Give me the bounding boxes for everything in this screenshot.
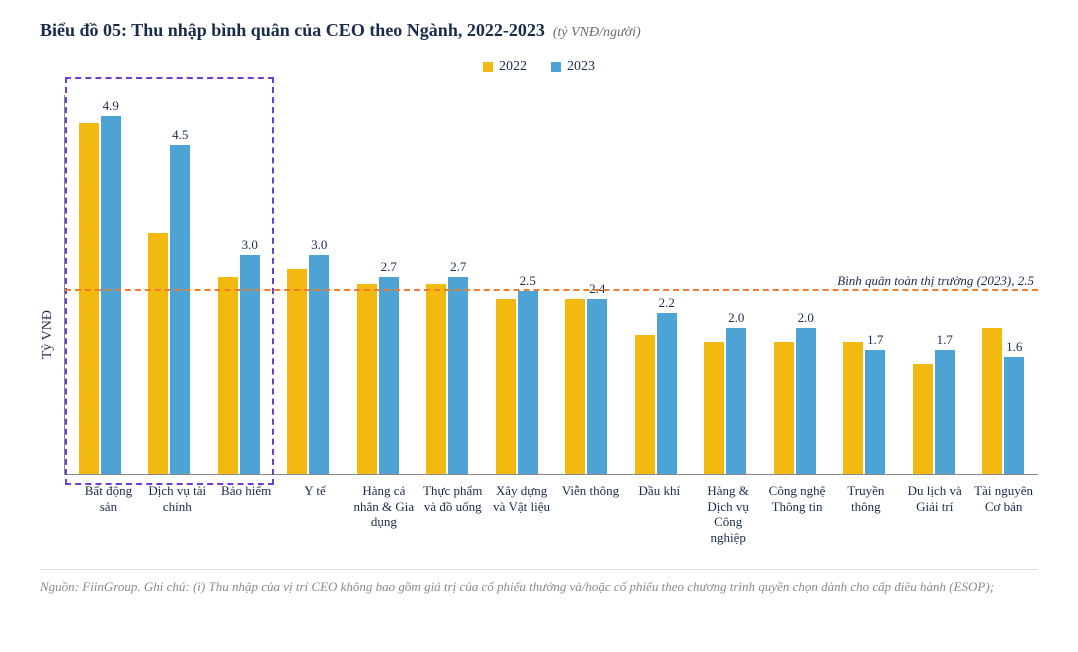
bar-2022 xyxy=(496,299,516,474)
legend: 2022 2023 xyxy=(40,59,1038,75)
bar-value-label: 3.0 xyxy=(242,237,258,253)
legend-label-2022: 2022 xyxy=(499,59,527,75)
bar-2023: 2.2 xyxy=(657,313,677,474)
legend-swatch-2023 xyxy=(551,62,561,72)
bar-2022 xyxy=(913,364,933,474)
avg-line-label: Bình quân toàn thị trường (2023), 2.5 xyxy=(837,273,1034,291)
bar-value-label: 2.7 xyxy=(450,259,466,275)
x-axis-label: Thực phẩm và đồ uống xyxy=(418,475,487,545)
bar-2023: 3.0 xyxy=(309,255,329,474)
bar-2023: 2.0 xyxy=(796,328,816,474)
bar-group: 2.0 xyxy=(691,95,761,474)
x-axis-label: Y tế xyxy=(281,475,350,545)
bar-2022 xyxy=(287,269,307,474)
bar-group: 2.2 xyxy=(621,95,691,474)
bar-value-label: 2.5 xyxy=(520,273,536,289)
bar-2022 xyxy=(79,123,99,474)
plot: Bình quân toàn thị trường (2023), 2.5 4.… xyxy=(64,95,1038,475)
legend-item-2022: 2022 xyxy=(483,59,527,75)
x-axis-label: Công nghệ Thông tin xyxy=(763,475,832,545)
legend-item-2023: 2023 xyxy=(551,59,595,75)
bar-2022 xyxy=(982,328,1002,474)
footnote: Nguồn: FiinGroup. Ghi chú: (i) Thu nhập … xyxy=(40,569,1038,596)
y-axis-label: Tỷ VNĐ xyxy=(40,210,56,359)
bar-2022 xyxy=(704,342,724,474)
bar-value-label: 2.2 xyxy=(659,295,675,311)
bar-group: 3.0 xyxy=(204,95,274,474)
bar-group: 4.5 xyxy=(135,95,205,474)
x-axis-label: Bất động sản xyxy=(74,475,143,545)
bar-2023: 4.9 xyxy=(101,116,121,474)
x-axis-label: Viễn thông xyxy=(556,475,625,545)
avg-line: Bình quân toàn thị trường (2023), 2.5 xyxy=(65,289,1038,291)
bar-value-label: 1.6 xyxy=(1006,339,1022,355)
bar-2022 xyxy=(565,299,585,474)
bar-2023: 3.0 xyxy=(240,255,260,474)
chart-title: Biểu đồ 05: Thu nhập bình quân của CEO t… xyxy=(40,20,545,41)
legend-swatch-2022 xyxy=(483,62,493,72)
bar-2022 xyxy=(357,284,377,474)
bar-2022 xyxy=(774,342,794,474)
bar-value-label: 3.0 xyxy=(311,237,327,253)
bar-2023: 2.0 xyxy=(726,328,746,474)
bar-2023: 2.7 xyxy=(448,277,468,474)
bar-value-label: 2.0 xyxy=(728,310,744,326)
x-axis-label: Du lịch và Giải trí xyxy=(900,475,969,545)
chart-title-unit: (tỷ VNĐ/người) xyxy=(553,25,641,41)
chart-title-row: Biểu đồ 05: Thu nhập bình quân của CEO t… xyxy=(40,20,1038,41)
bar-group: 2.4 xyxy=(552,95,622,474)
bar-2023: 1.6 xyxy=(1004,357,1024,474)
bar-value-label: 4.9 xyxy=(103,98,119,114)
bar-2023: 1.7 xyxy=(865,350,885,474)
bar-value-label: 1.7 xyxy=(937,332,953,348)
bar-group: 2.7 xyxy=(343,95,413,474)
bar-group: 3.0 xyxy=(274,95,344,474)
bar-2023: 2.4 xyxy=(587,299,607,474)
chart-area: Tỷ VNĐ Bình quân toàn thị trường (2023),… xyxy=(40,95,1038,475)
bar-value-label: 2.7 xyxy=(381,259,397,275)
x-axis-label: Dịch vụ tài chính xyxy=(143,475,212,545)
bar-2022 xyxy=(148,233,168,474)
x-axis-label: Dầu khí xyxy=(625,475,694,545)
bar-value-label: 2.0 xyxy=(798,310,814,326)
x-axis-label: Hàng & Dịch vụ Công nghiệp xyxy=(694,475,763,545)
legend-label-2023: 2023 xyxy=(567,59,595,75)
bar-2023: 2.5 xyxy=(518,291,538,474)
bar-group: 2.5 xyxy=(482,95,552,474)
bar-2022 xyxy=(218,277,238,474)
bar-group: 2.0 xyxy=(760,95,830,474)
x-axis-label: Tài nguyên Cơ bản xyxy=(969,475,1038,545)
x-axis-label: Xây dựng và Vật liệu xyxy=(487,475,556,545)
x-axis-label: Truyền thông xyxy=(831,475,900,545)
bar-2023: 2.7 xyxy=(379,277,399,474)
x-axis-label: Bảo hiểm xyxy=(212,475,281,545)
bar-value-label: 1.7 xyxy=(867,332,883,348)
x-axis-label: Hàng cá nhân & Gia dụng xyxy=(349,475,418,545)
bar-value-label: 4.5 xyxy=(172,127,188,143)
bar-2023: 1.7 xyxy=(935,350,955,474)
bar-2022 xyxy=(843,342,863,474)
bar-2022 xyxy=(635,335,655,474)
bar-2022 xyxy=(426,284,446,474)
bar-group: 2.7 xyxy=(413,95,483,474)
bar-group: 4.9 xyxy=(65,95,135,474)
bar-2023: 4.5 xyxy=(170,145,190,474)
x-axis-labels: Bất động sảnDịch vụ tài chínhBảo hiểmY t… xyxy=(74,475,1038,545)
